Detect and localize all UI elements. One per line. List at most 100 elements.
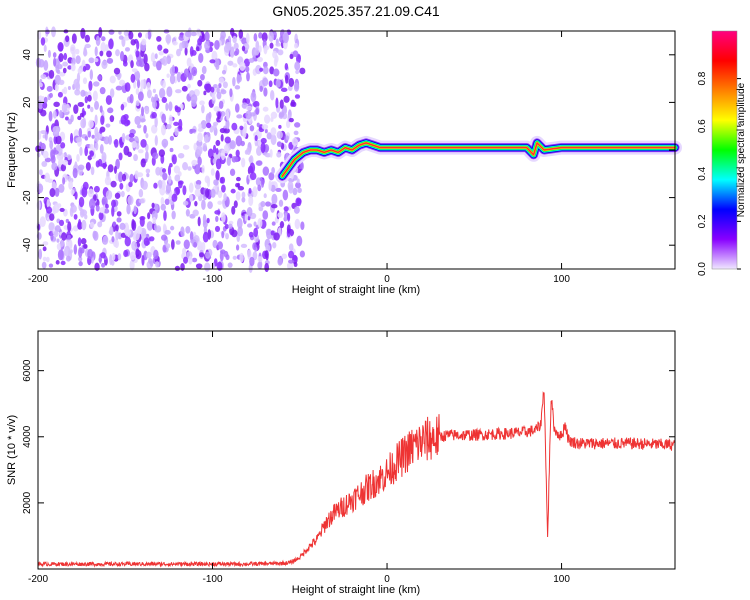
noise-speckle — [290, 99, 296, 107]
noise-speckle — [152, 88, 157, 94]
noise-speckle — [227, 262, 233, 268]
noise-speckle — [296, 235, 303, 247]
noise-speckle — [88, 119, 94, 129]
noise-speckle — [233, 200, 238, 209]
noise-speckle — [109, 75, 116, 84]
snr-x-ticks: -200 -100 0 100 — [28, 331, 570, 585]
noise-speckle — [56, 69, 61, 75]
noise-speckle — [215, 158, 222, 170]
y-tick-label: 40 — [22, 49, 33, 61]
noise-speckle — [89, 69, 94, 81]
noise-speckle — [56, 238, 60, 243]
noise-speckle — [182, 162, 189, 171]
noise-speckle — [226, 156, 231, 167]
noise-speckle — [266, 132, 272, 140]
noise-speckle — [260, 142, 266, 154]
noise-speckle — [111, 252, 116, 261]
noise-speckle — [134, 170, 139, 180]
noise-speckle — [66, 234, 72, 240]
noise-speckle — [42, 241, 49, 246]
noise-speckle — [187, 83, 191, 89]
noise-speckle — [129, 251, 137, 260]
noise-speckle — [124, 47, 131, 52]
noise-speckle — [65, 35, 70, 43]
noise-speckle — [243, 122, 248, 134]
colorbar-gradient — [712, 31, 737, 269]
noise-speckle — [223, 193, 227, 201]
noise-speckle — [176, 71, 182, 83]
noise-speckle — [213, 106, 220, 112]
noise-speckle — [119, 182, 124, 190]
noise-speckle — [246, 206, 253, 217]
noise-speckle — [93, 57, 99, 63]
noise-speckle — [60, 260, 66, 266]
noise-speckle — [106, 50, 112, 58]
noise-speckle — [38, 82, 43, 88]
noise-speckle — [42, 101, 48, 109]
noise-speckle — [82, 110, 87, 116]
noise-speckle — [133, 229, 140, 241]
noise-speckle — [92, 230, 97, 240]
noise-speckle — [163, 48, 169, 54]
noise-speckle — [198, 35, 203, 43]
noise-speckle — [177, 180, 184, 185]
noise-speckle — [80, 27, 86, 39]
noise-speckle — [42, 256, 47, 262]
noise-speckle — [263, 87, 268, 97]
noise-speckle — [70, 44, 76, 55]
noise-speckle — [270, 111, 278, 119]
noise-speckle — [128, 181, 133, 188]
noise-speckle — [118, 35, 124, 40]
snr-frame — [37, 330, 676, 570]
noise-speckle — [58, 79, 65, 86]
noise-speckle — [64, 245, 71, 257]
noise-speckle — [80, 89, 86, 97]
noise-speckle — [95, 160, 100, 168]
noise-speckle — [53, 101, 60, 108]
noise-speckle — [200, 73, 205, 81]
figure-title: GN05.2025.357.21.09.C41 — [272, 3, 440, 19]
noise-speckle — [84, 214, 88, 220]
noise-speckle — [119, 222, 126, 230]
noise-speckle — [40, 74, 47, 80]
noise-speckle — [62, 159, 69, 166]
noise-speckle — [214, 225, 221, 232]
noise-speckle — [255, 160, 263, 166]
noise-speckle — [239, 61, 246, 71]
noise-speckle — [73, 244, 78, 255]
noise-speckle — [88, 80, 93, 91]
noise-speckle — [160, 234, 168, 241]
x-tick-label: 100 — [553, 274, 570, 285]
noise-speckle — [287, 212, 291, 222]
spectrogram-y-label: Frequency (Hz) — [6, 112, 18, 188]
noise-speckle — [215, 215, 219, 222]
noise-speckle — [271, 221, 276, 226]
noise-speckle — [166, 86, 173, 98]
noise-speckle — [61, 102, 68, 114]
noise-speckle — [84, 34, 91, 43]
noise-speckle — [157, 44, 163, 51]
noise-speckle — [40, 130, 47, 135]
noise-speckle — [169, 135, 175, 141]
noise-speckle — [258, 32, 263, 39]
noise-speckle — [229, 140, 236, 150]
noise-speckle — [184, 47, 188, 56]
noise-speckle — [121, 132, 126, 143]
noise-speckle — [95, 142, 99, 151]
noise-speckle — [73, 213, 78, 220]
noise-speckle — [182, 247, 187, 255]
noise-speckle — [149, 260, 154, 267]
noise-speckle — [111, 206, 115, 217]
noise-speckle — [276, 151, 282, 158]
noise-speckle — [103, 208, 110, 214]
noise-speckle — [283, 212, 288, 221]
noise-speckle — [143, 124, 147, 134]
noise-speckle — [123, 249, 129, 258]
noise-speckle — [105, 203, 109, 209]
noise-speckle — [260, 137, 267, 144]
noise-speckle — [68, 180, 73, 190]
noise-speckle — [248, 187, 252, 194]
noise-speckle — [57, 91, 63, 98]
noise-speckle — [244, 213, 248, 222]
noise-speckle — [257, 184, 262, 192]
